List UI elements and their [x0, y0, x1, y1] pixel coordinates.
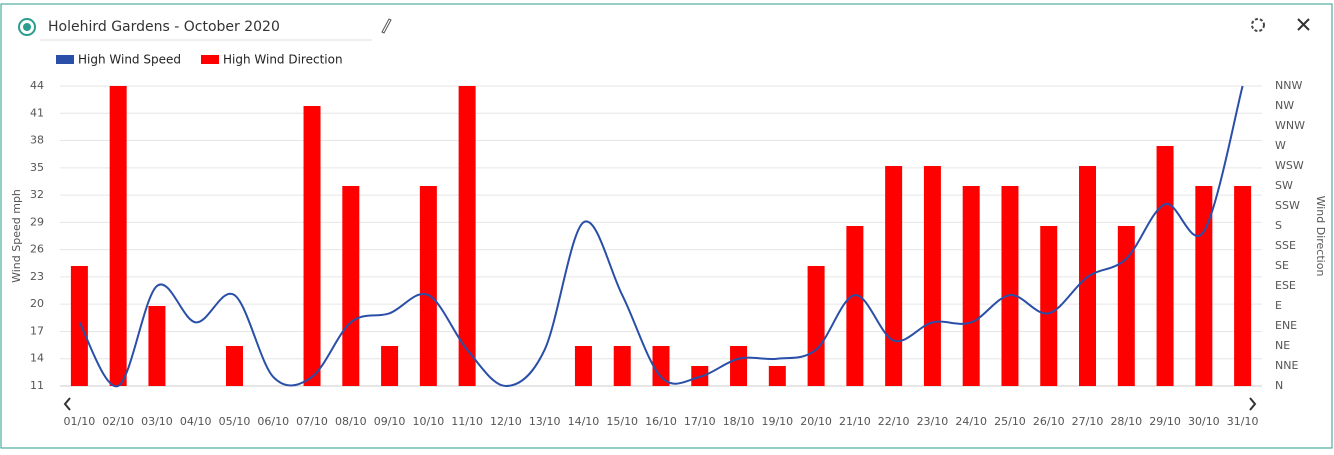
bar: [458, 86, 476, 386]
x-tick-label: 02/10: [102, 415, 134, 428]
y2-tick-label: S: [1275, 219, 1282, 232]
x-tick-label: 16/10: [645, 415, 677, 428]
bar: [730, 346, 748, 386]
y-tick-label: 11: [30, 379, 44, 392]
x-tick-label: 30/10: [1188, 415, 1220, 428]
x-tick-label: 27/10: [1072, 415, 1104, 428]
x-tick-label: 31/10: [1227, 415, 1259, 428]
x-tick-label: 15/10: [606, 415, 638, 428]
x-tick-label: 21/10: [839, 415, 871, 428]
scroll-left[interactable]: [63, 397, 71, 411]
legend-label: High Wind Speed: [78, 53, 181, 67]
bar: [381, 346, 399, 386]
line: [78, 85, 1244, 388]
y-tick-label: 44: [30, 79, 44, 92]
x-tick-label: 14/10: [568, 415, 600, 428]
bar: [1001, 186, 1019, 386]
chart-title: Holehird Gardens - October 2020: [48, 19, 280, 35]
bar: [342, 186, 360, 386]
bar: [70, 266, 88, 386]
x-tick-label: 03/10: [141, 415, 173, 428]
x-tick-label: 26/10: [1033, 415, 1065, 428]
y2-tick-label: SE: [1275, 259, 1289, 272]
y2-tick-label: W: [1275, 139, 1286, 152]
y-axis-title: Wind Speed mph: [10, 189, 23, 283]
x-tick-label: 18/10: [723, 415, 755, 428]
radio[interactable]: [18, 18, 36, 36]
y-tick-label: 38: [30, 134, 44, 147]
x-tick-label: 28/10: [1110, 415, 1142, 428]
y2-axis-title: Wind Direction: [1314, 196, 1327, 277]
x-tick-label: 17/10: [684, 415, 716, 428]
bar: [846, 226, 864, 386]
x-tick-label: 24/10: [955, 415, 987, 428]
x-tick-label: 11/10: [451, 415, 483, 428]
x-tick-label: 07/10: [296, 415, 328, 428]
settings-icon[interactable]: [1251, 18, 1265, 32]
bar: [768, 366, 786, 386]
legend-swatch: [200, 55, 219, 64]
bar: [923, 166, 941, 386]
bar: [1117, 226, 1135, 386]
edit-icon[interactable]: [381, 18, 392, 34]
y-tick-label: 29: [30, 215, 44, 228]
y2-tick-label: ESE: [1275, 279, 1296, 292]
bar: [652, 346, 670, 386]
y-tick-label: 32: [30, 188, 44, 201]
y2-tick-label: SSW: [1275, 199, 1300, 212]
legend-label: High Wind Direction: [223, 53, 343, 67]
bar: [574, 346, 592, 386]
y-tick-label: 26: [30, 243, 44, 256]
x-tick-label: 20/10: [800, 415, 832, 428]
y-tick-label: 14: [30, 352, 44, 365]
bar: [148, 306, 166, 386]
x-tick-label: 13/10: [529, 415, 561, 428]
y2-tick-label: NNE: [1275, 359, 1298, 372]
x-tick-label: 01/10: [64, 415, 96, 428]
bar: [613, 346, 631, 386]
close-icon[interactable]: [1297, 18, 1310, 31]
x-tick-label: 05/10: [219, 415, 251, 428]
y2-tick-label: N: [1275, 379, 1283, 392]
x-tick-label: 25/10: [994, 415, 1026, 428]
bar: [1156, 146, 1174, 386]
y2-tick-label: NE: [1275, 339, 1290, 352]
x-tick-label: 06/10: [257, 415, 289, 428]
bar: [1234, 186, 1252, 386]
scroll-right[interactable]: [1249, 397, 1257, 411]
y2-tick-label: ENE: [1275, 319, 1297, 332]
bar: [109, 86, 127, 386]
bar: [419, 186, 437, 386]
y-tick-label: 41: [30, 106, 44, 119]
bar: [885, 166, 903, 386]
y2-tick-label: SSE: [1275, 239, 1296, 252]
bar: [303, 106, 321, 386]
x-tick-label: 10/10: [413, 415, 445, 428]
bar: [225, 346, 243, 386]
x-tick-label: 19/10: [761, 415, 793, 428]
y-tick-label: 23: [30, 270, 44, 283]
x-tick-label: 12/10: [490, 415, 522, 428]
bar: [807, 266, 825, 386]
bar: [1040, 226, 1058, 386]
radio-dot: [23, 23, 31, 31]
x-tick-label: 22/10: [878, 415, 910, 428]
y2-tick-label: WNW: [1275, 119, 1305, 132]
y2-tick-label: SW: [1275, 179, 1293, 192]
y2-tick-label: E: [1275, 299, 1282, 312]
x-tick-label: 09/10: [374, 415, 406, 428]
y2-tick-label: WSW: [1275, 159, 1304, 172]
bar: [962, 186, 980, 386]
x-tick-label: 08/10: [335, 415, 367, 428]
y2-tick-label: NW: [1275, 99, 1294, 112]
y2-tick-label: NNW: [1275, 79, 1302, 92]
x-tick-label: 29/10: [1149, 415, 1181, 428]
legend-swatch: [56, 55, 74, 64]
y-tick-label: 20: [30, 297, 44, 310]
x-tick-label: 04/10: [180, 415, 212, 428]
y-tick-label: 17: [30, 324, 44, 337]
y-tick-label: 35: [30, 161, 44, 174]
x-tick-label: 23/10: [917, 415, 949, 428]
